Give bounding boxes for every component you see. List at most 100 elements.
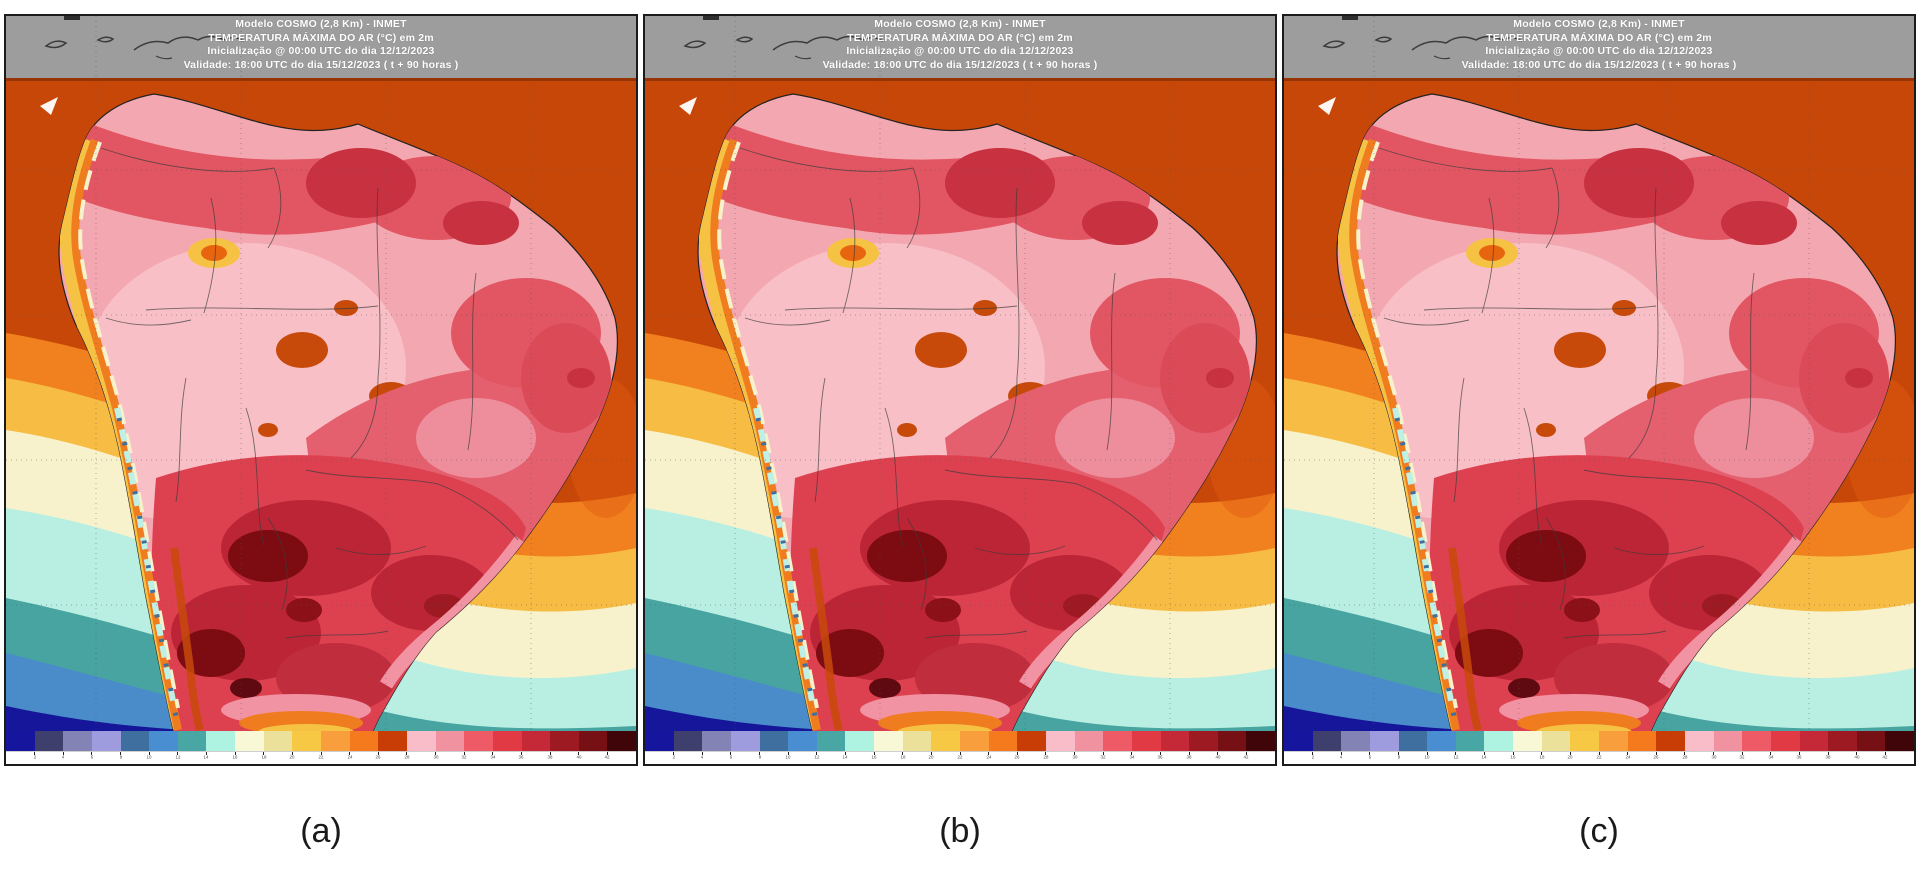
colorbar-segment	[6, 731, 35, 751]
colorbar-tick: 6	[724, 752, 738, 763]
colorbar-tick: 2	[667, 752, 681, 763]
colorbar-segment	[1885, 731, 1915, 751]
model-title: Modelo COSMO (2,8 Km) - INMET	[874, 18, 1046, 30]
colorbar-segment	[521, 731, 551, 751]
colorbar-tick: 42	[1878, 752, 1892, 763]
colorbar-segment	[550, 731, 579, 751]
colorbar-segment	[292, 731, 322, 751]
colorbar-segment	[349, 731, 379, 751]
colorbar-segment	[1828, 731, 1857, 751]
temperature-map-art	[6, 78, 636, 731]
colorbar-tick: 8	[114, 752, 128, 763]
colorbar-tick: 18	[1535, 752, 1549, 763]
colorbar-tick: 38	[1182, 752, 1196, 763]
colorbar-segment	[702, 731, 731, 751]
map-header: Modelo COSMO (2,8 Km) - INMET TEMPERATUR…	[1284, 16, 1914, 78]
temperature-colorbar	[645, 731, 1276, 751]
colorbar-tick: 4	[695, 752, 709, 763]
colorbar-tick: 32	[1096, 752, 1110, 763]
colorbar-tick: 8	[753, 752, 767, 763]
map-panel-a: Modelo COSMO (2,8 Km) - INMET TEMPERATUR…	[4, 14, 638, 766]
colorbar-tick: 6	[85, 752, 99, 763]
colorbar-segment	[788, 731, 817, 751]
colorbar-segment	[578, 731, 608, 751]
colorbar-tick: 18	[896, 752, 910, 763]
colorbar-segment	[607, 731, 637, 751]
map-title-block: Modelo COSMO (2,8 Km) - INMET TEMPERATUR…	[6, 18, 636, 72]
colorbar-tick-strip: 2 4 6 8 10 12 14 16 18 20 22 24 26 28 30 32 34 36 38 40 42	[645, 751, 1275, 764]
colorbar-segment	[378, 731, 407, 751]
colorbar-segment	[63, 731, 92, 751]
colorbar-segment	[1799, 731, 1829, 751]
colorbar-segment	[464, 731, 493, 751]
colorbar-segment	[1427, 731, 1456, 751]
colorbar-tick: 26	[1010, 752, 1024, 763]
colorbar-tick: 28	[1678, 752, 1692, 763]
colorbar-tick: 40	[572, 752, 586, 763]
valid-time: Validade: 18:00 UTC do dia 15/12/2023 ( …	[1461, 58, 1737, 71]
variable-title: TEMPERATURA MÁXIMA DO AR (°C) em 2m	[847, 31, 1073, 44]
colorbar-segment	[1312, 731, 1342, 751]
colorbar-segment	[435, 731, 465, 751]
caption-c: (c)	[1579, 812, 1619, 850]
colorbar-segment	[177, 731, 207, 751]
colorbar-segment	[406, 731, 436, 751]
colorbar-tick: 26	[371, 752, 385, 763]
colorbar-segment	[1045, 731, 1075, 751]
colorbar-tick: 28	[1039, 752, 1053, 763]
colorbar-segment	[1160, 731, 1190, 751]
colorbar-tick: 2	[1306, 752, 1320, 763]
colorbar-tick: 6	[1363, 752, 1377, 763]
init-time: Inicialização @ 00:00 UTC do dia 12/12/2…	[846, 45, 1074, 57]
colorbar-tick: 36	[514, 752, 528, 763]
colorbar-tick: 42	[1239, 752, 1253, 763]
colorbar-tick: 16	[1506, 752, 1520, 763]
colorbar-segment	[492, 731, 522, 751]
colorbar-tick: 30	[1068, 752, 1082, 763]
colorbar-tick: 22	[953, 752, 967, 763]
map-title-block: Modelo COSMO (2,8 Km) - INMET TEMPERATUR…	[1284, 18, 1914, 72]
map-header: Modelo COSMO (2,8 Km) - INMET TEMPERATUR…	[645, 16, 1275, 78]
colorbar-segment	[1369, 731, 1399, 751]
colorbar-segment	[1599, 731, 1628, 751]
variable-title: TEMPERATURA MÁXIMA DO AR (°C) em 2m	[1486, 31, 1712, 44]
colorbar-segment	[1656, 731, 1685, 751]
colorbar-segment	[1455, 731, 1485, 751]
colorbar-tick: 14	[838, 752, 852, 763]
colorbar-segment	[931, 731, 961, 751]
colorbar-segment	[1856, 731, 1886, 751]
caption-row: (a) (b) (c)	[4, 812, 1916, 851]
colorbar-tick: 16	[867, 752, 881, 763]
colorbar-segment	[91, 731, 121, 751]
colorbar-tick: 14	[1477, 752, 1491, 763]
init-time: Inicialização @ 00:00 UTC do dia 12/12/2…	[1485, 45, 1713, 57]
colorbar-tick: 40	[1211, 752, 1225, 763]
colorbar-segment	[34, 731, 64, 751]
caption-b: (b)	[939, 812, 981, 850]
colorbar-tick: 10	[781, 752, 795, 763]
colorbar-tick: 4	[1334, 752, 1348, 763]
colorbar-tick: 36	[1792, 752, 1806, 763]
colorbar-segment	[1217, 731, 1247, 751]
colorbar-segment	[1742, 731, 1771, 751]
colorbar-tick: 14	[199, 752, 213, 763]
colorbar-tick: 36	[1153, 752, 1167, 763]
valid-time: Validade: 18:00 UTC do dia 15/12/2023 ( …	[183, 58, 459, 71]
colorbar-segment	[1246, 731, 1276, 751]
colorbar-segment	[960, 731, 989, 751]
temperature-colorbar	[1284, 731, 1915, 751]
colorbar-tick: 34	[486, 752, 500, 763]
colorbar-segment	[845, 731, 875, 751]
colorbar-segment	[1513, 731, 1542, 751]
colorbar-tick: 16	[228, 752, 242, 763]
colorbar-tick: 4	[56, 752, 70, 763]
map-title-block: Modelo COSMO (2,8 Km) - INMET TEMPERATUR…	[645, 18, 1275, 72]
colorbar-segment	[902, 731, 932, 751]
colorbar-tick: 22	[314, 752, 328, 763]
map-panel-c: Modelo COSMO (2,8 Km) - INMET TEMPERATUR…	[1282, 14, 1916, 766]
colorbar-tick: 42	[600, 752, 614, 763]
colorbar-tick: 8	[1392, 752, 1406, 763]
colorbar-segment	[1484, 731, 1514, 751]
temperature-map	[6, 78, 636, 731]
